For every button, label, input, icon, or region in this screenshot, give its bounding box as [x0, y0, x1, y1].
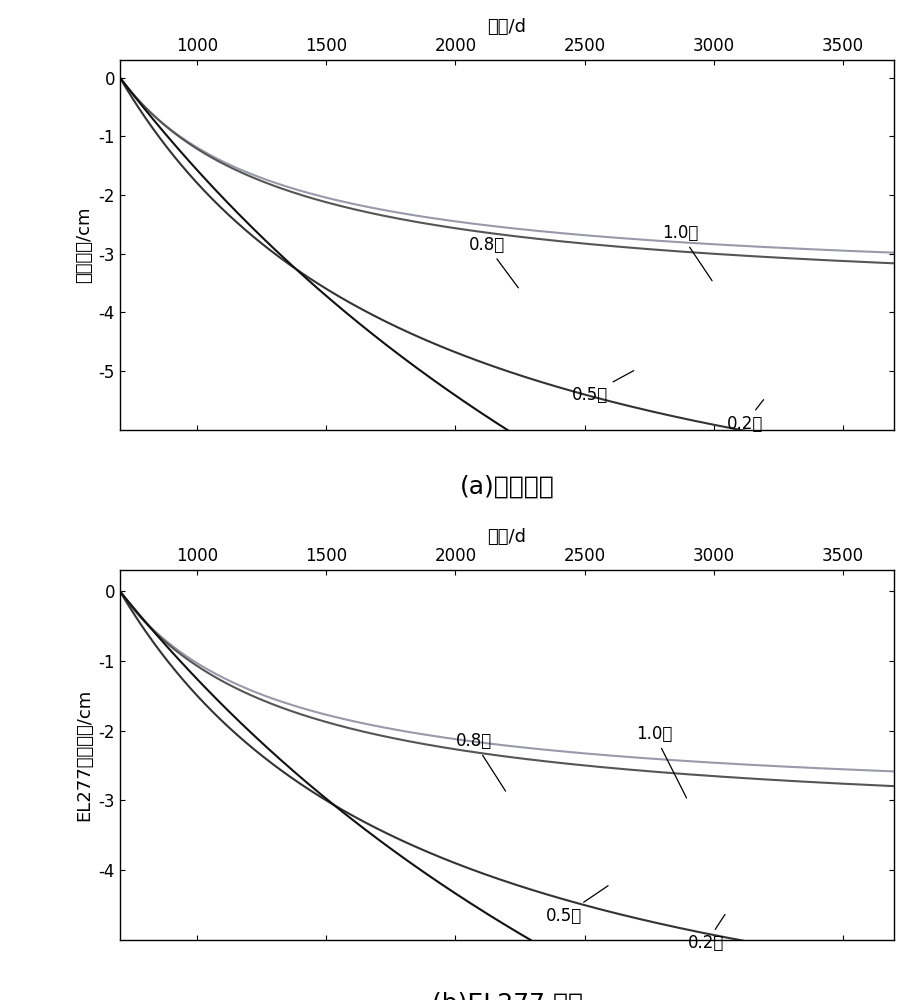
Text: 0.8倍: 0.8倍: [468, 236, 518, 288]
Text: 0.2倍: 0.2倍: [727, 400, 763, 433]
Text: 0.5倍: 0.5倍: [546, 886, 609, 925]
Text: 1.0倍: 1.0倍: [662, 224, 712, 281]
Y-axis label: EL277测点沉降/cm: EL277测点沉降/cm: [75, 689, 93, 821]
Y-axis label: 坡顶沉降/cm: 坡顶沉降/cm: [75, 207, 93, 283]
X-axis label: 时间/d: 时间/d: [488, 528, 526, 546]
Text: (b)EL277 测点: (b)EL277 测点: [431, 992, 583, 1000]
Text: 0.5倍: 0.5倍: [572, 371, 633, 404]
Text: 0.8倍: 0.8倍: [455, 732, 505, 791]
X-axis label: 时间/d: 时间/d: [488, 18, 526, 36]
Text: 0.2倍: 0.2倍: [688, 914, 725, 952]
Text: 1.0倍: 1.0倍: [636, 725, 687, 798]
Text: (a)坡顶测点: (a)坡顶测点: [460, 474, 554, 498]
